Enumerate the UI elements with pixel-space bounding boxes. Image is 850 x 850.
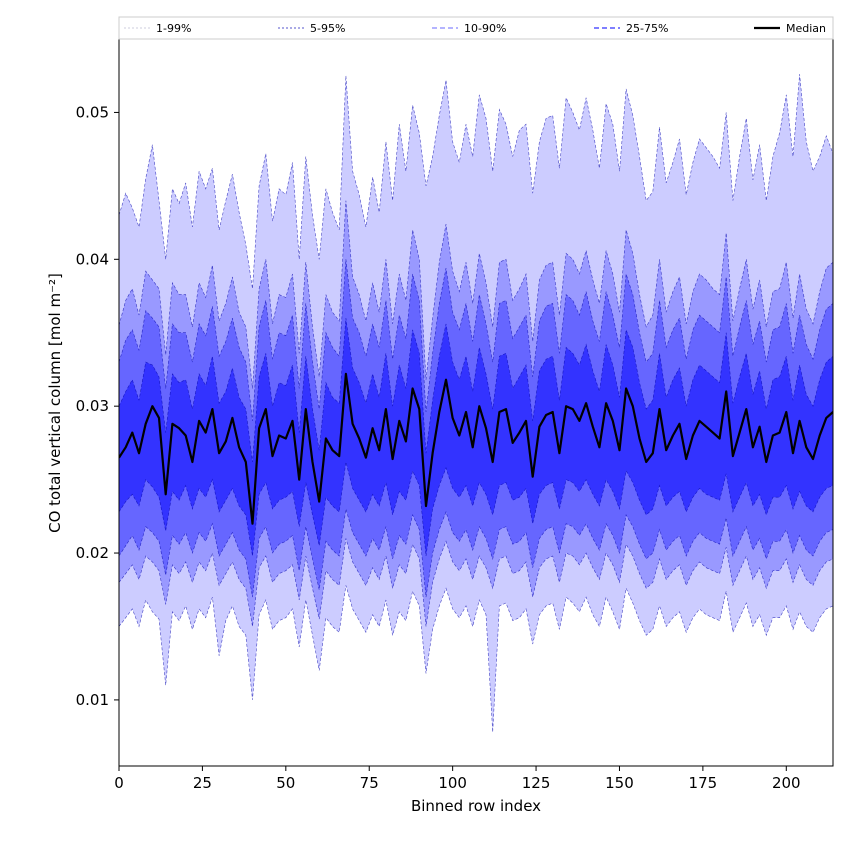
y-tick-label: 0.05 — [76, 103, 109, 121]
y-axis: 0.01 0.02 0.03 0.04 0.05 — [76, 103, 119, 709]
x-tick-label: 125 — [522, 774, 551, 792]
legend-label: 25-75% — [626, 22, 668, 35]
legend: 1-99% 5-95% 10-90% 25-75% Median — [118, 16, 834, 40]
x-tick-label: 0 — [114, 774, 124, 792]
y-tick-label: 0.04 — [76, 250, 109, 268]
y-axis-title: CO total vertical column [mol m⁻²] — [46, 273, 64, 533]
band-5-95-upper-edge — [119, 200, 833, 389]
band-1-99-lower-edge — [119, 585, 833, 733]
x-tick-label: 75 — [360, 774, 379, 792]
band-10-90-lower-edge — [119, 508, 833, 598]
x-tick-label: 200 — [772, 774, 801, 792]
legend-label: 10-90% — [464, 22, 506, 35]
band-25-75-lower-edge — [119, 461, 833, 557]
legend-box — [118, 16, 834, 40]
band-5-95-lower-edge — [119, 538, 833, 627]
x-tick-label: 175 — [689, 774, 718, 792]
band-25-75-upper-edge — [119, 318, 833, 463]
x-axis-title: Binned row index — [411, 797, 541, 815]
y-tick-label: 0.03 — [76, 397, 109, 415]
median-line — [119, 372, 833, 525]
plot-area — [118, 38, 834, 767]
x-tick-label: 100 — [438, 774, 467, 792]
x-axis: 0 25 50 75 100 125 150 175 200 — [114, 766, 801, 792]
x-tick-label: 25 — [193, 774, 212, 792]
x-tick-label: 50 — [276, 774, 295, 792]
band-25-75 — [119, 318, 833, 556]
legend-label: Median — [786, 22, 826, 35]
bands — [119, 74, 833, 733]
legend-label: 5-95% — [310, 22, 345, 35]
y-tick-label: 0.01 — [76, 691, 109, 709]
band-1-99-upper-edge — [119, 74, 833, 289]
legend-label: 1-99% — [156, 22, 191, 35]
band-10-90-upper-edge — [119, 259, 833, 421]
x-tick-label: 150 — [605, 774, 634, 792]
y-tick-label: 0.02 — [76, 544, 109, 562]
